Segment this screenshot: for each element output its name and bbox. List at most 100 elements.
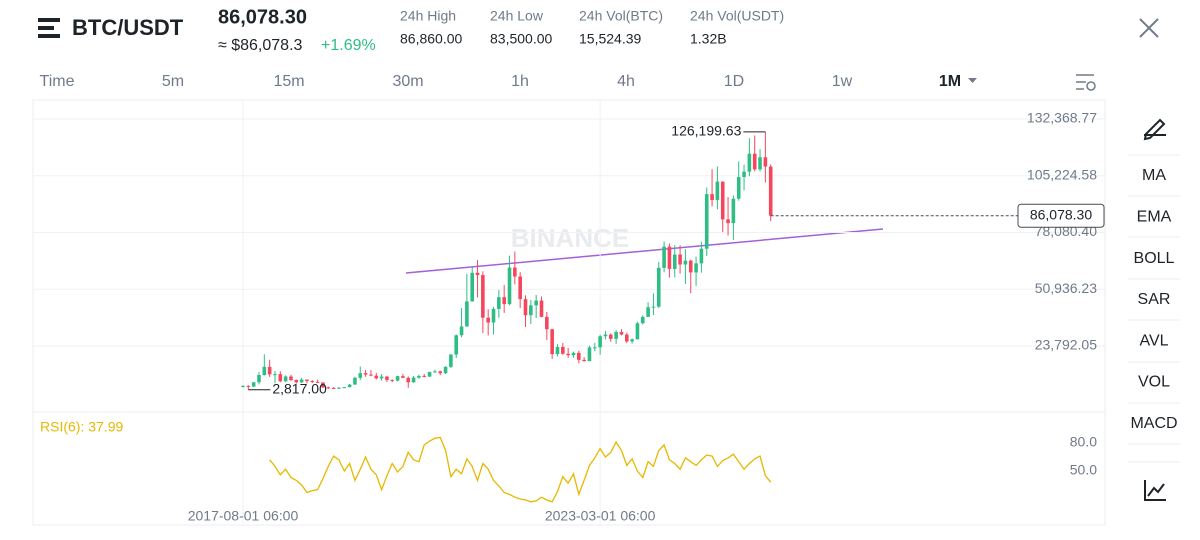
pencil-icon[interactable] (1143, 118, 1166, 141)
candle-body (438, 371, 443, 374)
indicator-button[interactable]: AVL (1139, 332, 1168, 349)
indicator-button[interactable]: BOLL (1134, 250, 1175, 267)
candle-body (401, 376, 405, 378)
candle-body (577, 352, 581, 360)
candle-body (715, 181, 720, 201)
candle-body (635, 323, 640, 340)
timeframe-tab[interactable]: 5m (162, 73, 184, 90)
candle-body (262, 366, 267, 376)
candle-body (315, 381, 320, 383)
chart-type-icon[interactable] (1144, 480, 1166, 501)
candle-body (582, 359, 586, 362)
menu-icon[interactable] (38, 18, 60, 38)
candle-body (305, 379, 309, 382)
candle-body (417, 375, 421, 378)
candle-body (331, 387, 336, 389)
candle-body (742, 171, 746, 178)
stat-label: 24h Low (490, 8, 544, 24)
close-button[interactable] (1139, 18, 1159, 38)
rsi-line (269, 436, 772, 503)
candle-body (257, 375, 261, 383)
timeframe-tab[interactable]: 1w (832, 73, 853, 90)
change: +1.69% (321, 37, 376, 54)
indicator-button[interactable]: SAR (1138, 291, 1171, 308)
symbol: BTC/USDT (72, 15, 184, 40)
candle-body (363, 373, 368, 375)
candle-body (566, 353, 570, 356)
candle-body (598, 336, 602, 348)
settings-icon[interactable] (1076, 74, 1096, 91)
timeframe-tab[interactable]: 1M (939, 73, 961, 90)
candle-body (694, 263, 698, 273)
candle-body (529, 305, 533, 316)
candle-body (513, 267, 517, 277)
indicator-button[interactable]: VOL (1138, 374, 1170, 391)
candle-body (379, 376, 384, 379)
last-price-label: 86,078.30 (1030, 206, 1092, 222)
candle-body (731, 198, 736, 224)
candle-body (555, 346, 560, 355)
candle-body (758, 157, 762, 170)
candle-body (374, 375, 379, 379)
y-tick-label: 80.0 (1070, 434, 1097, 450)
candle-body (443, 366, 448, 374)
candle-body (614, 332, 618, 339)
candle-body (310, 381, 315, 383)
candle-body (395, 376, 400, 381)
candle-body (427, 371, 432, 377)
indicator-button[interactable]: EMA (1137, 209, 1172, 226)
candle-body (539, 300, 544, 317)
timeframe-tab[interactable]: 1D (724, 73, 744, 90)
extreme-label: 2,817.00 (272, 381, 327, 397)
timeframe-tab[interactable]: 30m (392, 73, 423, 90)
candle-body (241, 385, 245, 387)
stat-value: 83,500.00 (490, 31, 552, 47)
candle-body (593, 347, 597, 349)
indicator-button[interactable]: MA (1142, 167, 1166, 184)
candle-body (624, 334, 629, 342)
price: 86,078.30 (218, 6, 307, 28)
candle-body (523, 299, 528, 316)
candle-body (726, 219, 730, 224)
candle-body (603, 334, 608, 337)
timeframe-tab[interactable]: Time (40, 73, 75, 90)
dropdown-arrow (968, 78, 977, 83)
candle-body (646, 307, 650, 317)
timeframe-tab[interactable]: 1h (511, 73, 529, 90)
candle-body (465, 301, 469, 327)
candle-body (720, 181, 725, 220)
candle-body (491, 308, 496, 323)
x-tick-label: 2017-08-01 06:00 (188, 508, 299, 524)
timeframe-tab[interactable]: 15m (273, 73, 304, 90)
candle-body (294, 380, 299, 383)
timeframe-tab[interactable]: 4h (617, 73, 635, 90)
candle-body (273, 374, 277, 376)
candle-body (342, 387, 347, 389)
stat-label: 24h Vol(BTC) (579, 8, 663, 24)
candle-body (561, 346, 565, 354)
candle-body (763, 157, 768, 167)
y-tick-label: 50.0 (1070, 462, 1097, 478)
candle-body (619, 332, 624, 335)
candle-body (704, 194, 709, 249)
indicator-button[interactable]: MACD (1130, 415, 1177, 432)
candle-body (752, 153, 757, 170)
candle-body (470, 272, 475, 302)
candle-body (683, 260, 688, 265)
candle-body (608, 334, 613, 339)
candle-body (678, 254, 682, 265)
stat-label: 24h High (400, 8, 456, 24)
candle-body (369, 374, 373, 376)
candle-body (475, 272, 480, 276)
stat-value: 1.32B (690, 31, 727, 47)
y-tick-label: 50,936.23 (1035, 280, 1097, 296)
candle-body (630, 339, 634, 342)
y-tick-label: 105,224.58 (1027, 166, 1097, 182)
x-tick-label: 2023-03-01 06:00 (545, 508, 656, 524)
candle-body (571, 352, 576, 356)
candle-body (390, 379, 395, 381)
candle-body (454, 335, 459, 355)
y-tick-label: 23,792.05 (1035, 337, 1097, 353)
candle-body (688, 260, 693, 273)
